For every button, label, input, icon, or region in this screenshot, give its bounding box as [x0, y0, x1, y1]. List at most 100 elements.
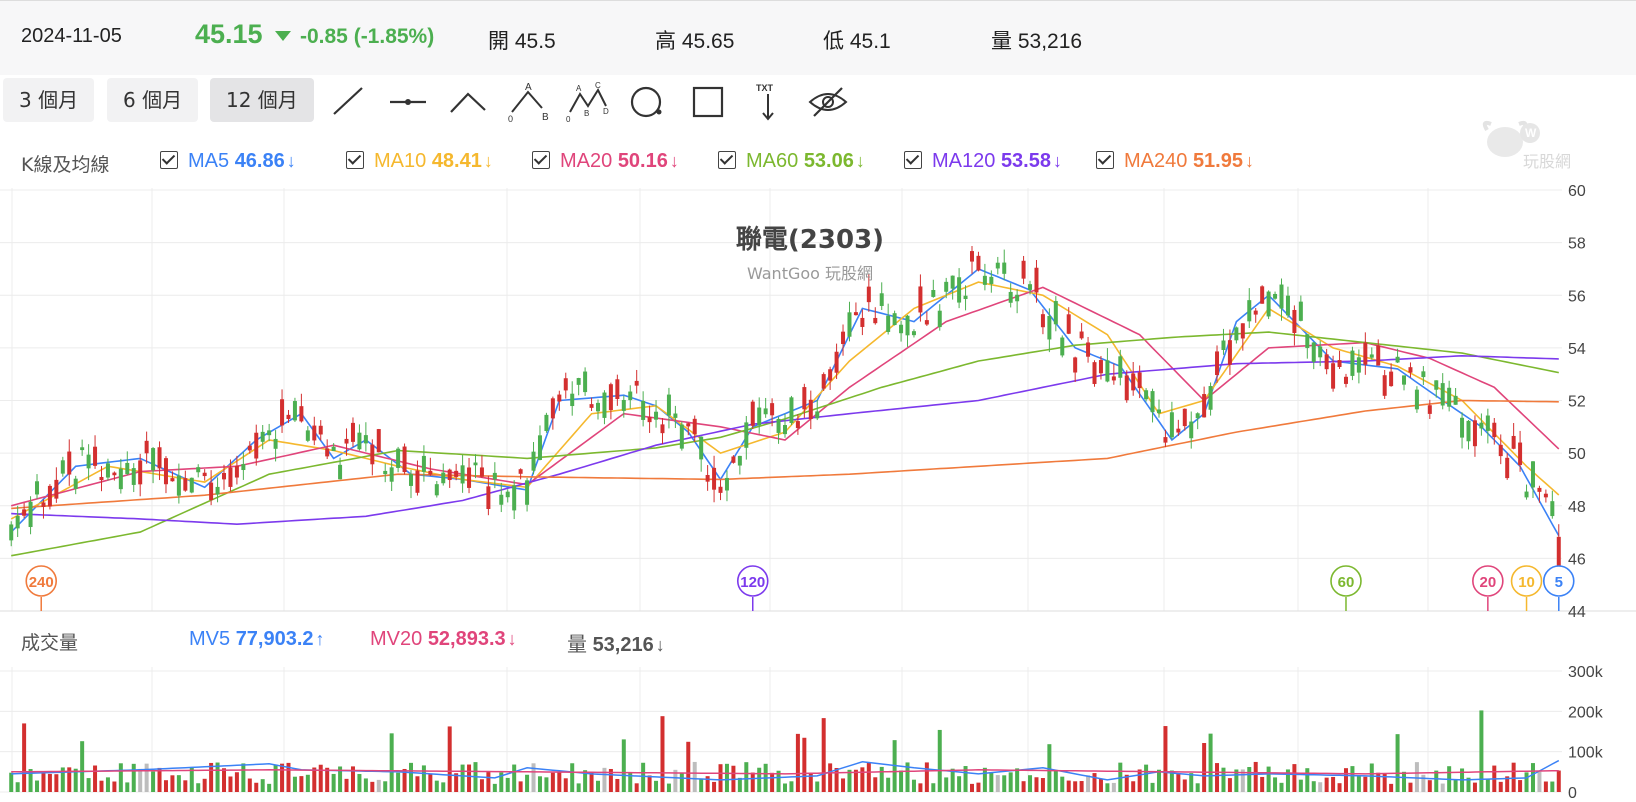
- volume-bar: [318, 764, 323, 792]
- checkbox-icon[interactable]: [532, 151, 550, 169]
- candles: [9, 246, 1561, 593]
- ma20-toggle[interactable]: MA20 50.16 ↓: [532, 150, 679, 173]
- volume-value: 53,216: [592, 634, 654, 656]
- candle: [911, 331, 916, 336]
- rect-tool-icon[interactable]: [686, 82, 730, 122]
- volume-bar: [699, 778, 704, 792]
- volume-bar: [802, 737, 807, 792]
- svg-text:A: A: [576, 84, 582, 93]
- candle: [105, 463, 110, 478]
- abc-tool-icon[interactable]: 0 A B: [506, 82, 550, 122]
- ma120-toggle[interactable]: MA120 53.58 ↓: [904, 150, 1062, 173]
- candle: [770, 403, 775, 416]
- candle: [744, 422, 749, 448]
- ray-tool-icon[interactable]: [386, 82, 430, 122]
- candle: [1440, 383, 1445, 406]
- candle: [963, 295, 968, 300]
- volume-bar: [918, 783, 923, 792]
- volume-bar: [47, 773, 52, 792]
- volume-bar: [1505, 776, 1510, 792]
- candle: [1298, 301, 1303, 321]
- mv5-label: MV5: [189, 628, 231, 650]
- checkbox-icon[interactable]: [160, 151, 178, 169]
- volume-bar: [1427, 780, 1432, 792]
- candle: [228, 467, 233, 487]
- volume-bar: [1550, 781, 1555, 792]
- candle: [112, 472, 117, 476]
- volume-bar: [415, 776, 420, 792]
- volume-bar: [60, 767, 65, 792]
- candle: [99, 476, 104, 481]
- circle-tool-icon[interactable]: [626, 82, 670, 122]
- mv5-value: 77,903.2: [235, 628, 314, 650]
- volume-bar: [757, 767, 762, 792]
- volume-bar: [770, 772, 775, 792]
- candle: [557, 394, 562, 402]
- candle: [1253, 310, 1258, 315]
- candle: [1086, 342, 1091, 357]
- volume-bar: [1208, 733, 1213, 792]
- price-down-icon: [275, 31, 291, 41]
- candle: [621, 399, 626, 411]
- range-3m-button[interactable]: 3 個月: [3, 78, 95, 122]
- volume-bar: [879, 766, 884, 792]
- candle: [1389, 371, 1394, 387]
- candle: [1434, 380, 1439, 390]
- ma-badge: [1472, 565, 1504, 597]
- hide-eye-icon[interactable]: [806, 82, 850, 122]
- candle: [131, 468, 136, 485]
- candle: [138, 460, 143, 485]
- candle: [1247, 300, 1252, 322]
- volume-bar: [570, 763, 575, 792]
- ma60-toggle[interactable]: MA60 53.06 ↓: [718, 150, 865, 173]
- angle-tool-icon[interactable]: [446, 82, 490, 122]
- volume-bar: [1073, 781, 1078, 792]
- volume-bar: [596, 780, 601, 792]
- ma5-toggle[interactable]: MA5 46.86 ↓: [160, 150, 296, 173]
- ma20-line: [10, 286, 1560, 507]
- volume-bar: [1189, 773, 1194, 792]
- candle: [318, 425, 323, 435]
- line-tool-icon[interactable]: [326, 82, 370, 122]
- range-6m-button[interactable]: 6 個月: [107, 78, 199, 122]
- quote-open: 開 45.5: [488, 30, 556, 53]
- candle: [260, 431, 265, 442]
- candle: [673, 413, 678, 418]
- volume-bar: [273, 764, 278, 792]
- volume-bar: [1518, 780, 1523, 792]
- volume-bar: [737, 777, 742, 792]
- volume-bar: [1318, 782, 1323, 792]
- candle: [1047, 316, 1052, 340]
- text-tool-label: TXT: [756, 83, 774, 93]
- ma-badges: 240 120 60 20 10 5: [25, 565, 1575, 611]
- text-tool-icon[interactable]: TXT: [746, 82, 790, 122]
- chart-toolbar: 3 個月 6 個月 12 個月 0 A B 0 A B C D TXT: [0, 76, 1636, 126]
- volume-bar: [995, 775, 1000, 792]
- volume-bar: [131, 763, 136, 792]
- candle: [724, 477, 729, 491]
- volume-bar: [776, 770, 781, 792]
- volume-bar: [583, 770, 588, 792]
- candle: [583, 371, 588, 393]
- volume-bar: [557, 772, 562, 792]
- volume-bar: [447, 726, 452, 792]
- candle: [957, 277, 962, 303]
- candle: [1427, 405, 1432, 414]
- checkbox-icon[interactable]: [1096, 151, 1114, 169]
- candle: [370, 444, 375, 465]
- candle: [1421, 371, 1426, 378]
- volume-bar: [1079, 781, 1084, 792]
- checkbox-icon[interactable]: [904, 151, 922, 169]
- ma10-toggle[interactable]: MA10 48.41 ↓: [346, 150, 493, 173]
- candle: [692, 418, 697, 435]
- ma240-toggle[interactable]: MA240 51.95 ↓: [1096, 150, 1254, 173]
- mv5-line: [11, 759, 1560, 781]
- range-12m-button[interactable]: 12 個月: [210, 78, 314, 122]
- candle: [396, 448, 401, 468]
- candle: [151, 448, 156, 471]
- volume-bar: [454, 773, 459, 792]
- candle: [247, 445, 252, 451]
- checkbox-icon[interactable]: [346, 151, 364, 169]
- abcd-tool-icon[interactable]: 0 A B C D: [566, 82, 610, 122]
- checkbox-icon[interactable]: [718, 151, 736, 169]
